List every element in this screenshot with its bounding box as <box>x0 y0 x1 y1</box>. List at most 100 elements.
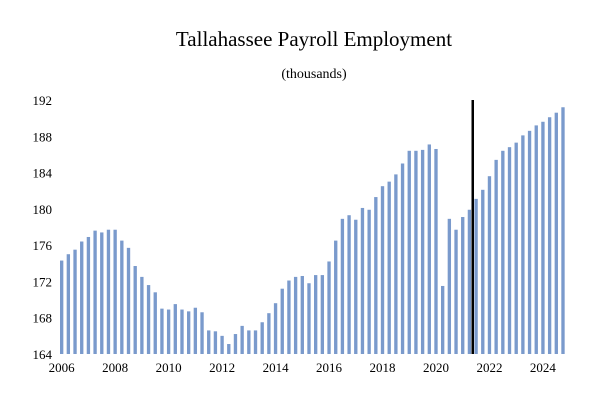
bar <box>93 230 97 354</box>
bar <box>293 276 298 354</box>
bar <box>541 121 545 355</box>
bar <box>360 207 365 354</box>
x-tick-label: 2018 <box>370 360 396 375</box>
bar <box>173 304 177 354</box>
bar <box>126 247 131 354</box>
bar <box>267 313 271 354</box>
bar <box>180 309 184 354</box>
bar <box>467 209 472 354</box>
x-tick-label: 2014 <box>263 360 290 375</box>
bar <box>347 215 351 354</box>
bar <box>233 334 238 354</box>
y-tick-label: 176 <box>33 238 53 253</box>
x-tick-label: 2024 <box>530 360 557 375</box>
x-tick-label: 2020 <box>423 360 449 375</box>
bar <box>120 240 124 354</box>
bar <box>60 260 64 354</box>
x-tick-label: 2006 <box>49 360 76 375</box>
bar <box>314 275 318 354</box>
x-tick-label: 2010 <box>156 360 182 375</box>
bar <box>394 174 398 354</box>
bar <box>287 280 291 354</box>
bar <box>300 275 304 354</box>
y-tick-label: 184 <box>33 166 53 181</box>
bar <box>193 307 198 354</box>
bar <box>340 218 345 354</box>
bar <box>461 217 465 354</box>
bar <box>86 236 91 354</box>
y-tick-label: 180 <box>33 202 53 217</box>
x-tick-label: 2012 <box>209 360 235 375</box>
x-tick-label: 2022 <box>476 360 502 375</box>
bar <box>387 181 391 354</box>
bar <box>307 283 311 354</box>
bar <box>521 135 525 354</box>
bar <box>380 186 385 354</box>
y-tick-label: 188 <box>33 129 53 144</box>
bar <box>554 112 558 354</box>
bar <box>354 219 358 354</box>
bar <box>420 149 425 354</box>
bar-series <box>60 107 565 355</box>
bar <box>106 229 111 354</box>
bar <box>561 107 565 354</box>
bar <box>100 232 104 354</box>
bar <box>153 292 157 354</box>
bar <box>73 249 77 354</box>
bar <box>494 159 498 354</box>
bar <box>247 330 251 354</box>
bar <box>487 176 492 354</box>
bar <box>374 197 378 354</box>
bar <box>547 117 552 355</box>
bar <box>213 331 218 354</box>
bar <box>327 261 331 354</box>
bar <box>514 142 518 354</box>
bar <box>407 150 411 354</box>
bar <box>501 150 505 354</box>
y-axis-ticks: 164 168 172 176 180 184 188 192 <box>33 93 53 362</box>
bar <box>260 322 264 354</box>
chart-title: Tallahassee Payroll Employment <box>176 27 452 51</box>
chart-subtitle: (thousands) <box>281 67 347 82</box>
bar <box>400 163 405 354</box>
bar <box>454 229 458 354</box>
bar <box>200 312 204 354</box>
y-tick-label: 172 <box>33 274 53 289</box>
bar <box>227 344 231 354</box>
bar <box>481 189 485 354</box>
bar <box>534 125 538 355</box>
x-tick-label: 2008 <box>102 360 128 375</box>
bar <box>280 288 284 354</box>
bar <box>113 229 117 354</box>
bar <box>447 218 452 354</box>
bar <box>507 147 512 354</box>
bar <box>146 285 151 354</box>
bar <box>334 240 338 354</box>
bar <box>441 285 445 354</box>
bar <box>80 241 84 354</box>
y-tick-label: 192 <box>33 93 53 108</box>
bar <box>66 254 71 354</box>
bar <box>240 325 244 354</box>
bar <box>320 275 325 354</box>
bar <box>273 303 278 354</box>
bar <box>474 198 478 354</box>
x-tick-label: 2016 <box>316 360 343 375</box>
x-axis-ticks: 2006 2008 2010 2012 2014 2016 2018 2020 2022 2024 <box>49 360 557 375</box>
bar <box>220 335 224 354</box>
bar <box>427 144 431 354</box>
y-tick-label: 168 <box>33 311 53 326</box>
bar <box>434 148 438 354</box>
bar <box>133 266 137 354</box>
y-tick-label: 164 <box>33 347 53 362</box>
bar <box>187 311 191 354</box>
bar <box>207 330 211 354</box>
bar <box>253 330 258 354</box>
bar <box>367 209 371 354</box>
bar <box>414 150 418 354</box>
bar <box>140 276 144 354</box>
bar <box>166 309 171 354</box>
bar <box>527 130 532 354</box>
bar <box>160 308 164 354</box>
